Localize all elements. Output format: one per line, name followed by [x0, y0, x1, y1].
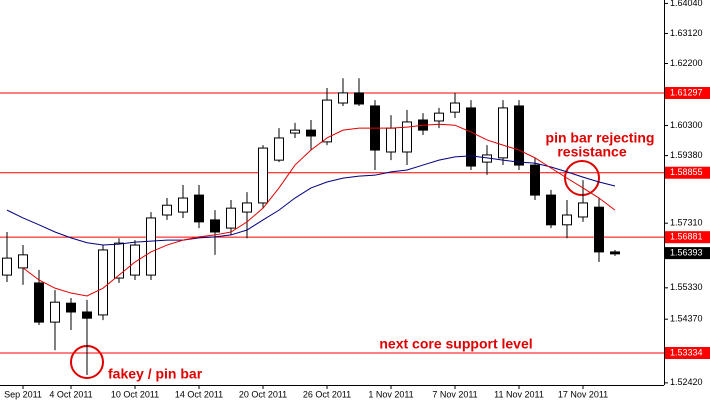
x-tick-label: 1 Nov 2011 [368, 389, 413, 399]
x-tick-label: 14 Oct 2011 [175, 389, 223, 399]
highlight-circle [564, 160, 600, 196]
candle-body [322, 99, 332, 143]
y-tick-label: 1.55330 [670, 282, 703, 292]
candle-body [386, 127, 396, 153]
candle-body [450, 102, 460, 113]
candle-body [226, 207, 236, 229]
candle-body [434, 112, 444, 122]
candle-body [258, 147, 268, 204]
candle-body [2, 257, 12, 276]
annotation: pin bar rejecting [546, 130, 655, 146]
candle-body [514, 105, 524, 166]
y-tick-label: 1.54370 [670, 314, 703, 324]
x-tick-label: 26 Oct 2011 [303, 389, 351, 399]
candle-body [242, 202, 252, 213]
x-tick-label: 10 Oct 2011 [111, 389, 159, 399]
candle-body [114, 242, 124, 279]
candle-body [50, 301, 60, 323]
price-label: 1.56393 [670, 247, 703, 257]
price-label-box [665, 247, 710, 260]
candle-body [290, 129, 300, 134]
candle-body [610, 251, 620, 255]
level-label: 1.61297 [670, 87, 703, 97]
candle-body [530, 164, 540, 196]
candle-body [546, 194, 556, 226]
candle-body [562, 214, 572, 226]
candle-body [162, 204, 172, 216]
candle-body [466, 107, 476, 167]
candle-body [578, 202, 588, 218]
y-tick-label: 1.60300 [670, 120, 703, 130]
level-label: 1.53334 [670, 347, 703, 357]
level-label: 1.58855 [670, 167, 703, 177]
moving-average [22, 123, 616, 297]
y-tick-label: 1.52420 [670, 377, 703, 387]
level-label-box [665, 86, 710, 99]
y-tick-label: 1.57310 [670, 218, 703, 228]
level-label-box [665, 231, 710, 244]
x-tick-label: 4 Oct 2011 [49, 389, 92, 399]
candle-body [210, 219, 220, 233]
candle-body [498, 107, 508, 159]
candle-body [338, 92, 348, 104]
candle-body [594, 206, 604, 253]
candle-body [82, 311, 92, 319]
level-label-box [665, 166, 710, 179]
y-tick-label: 1.63120 [670, 28, 703, 38]
candle-body [66, 302, 76, 313]
candle-body [402, 121, 412, 153]
x-tick-label: 7 Nov 2011 [432, 389, 477, 399]
x-tick-label: 17 Nov 2011 [558, 389, 608, 399]
moving-average [6, 155, 616, 246]
candle-body [98, 249, 108, 316]
level-label-box [665, 347, 710, 360]
y-tick-label: 1.59380 [670, 150, 703, 160]
candle-body [178, 197, 188, 213]
x-tick-label: 20 Oct 2011 [239, 389, 287, 399]
annotation: resistance [557, 144, 626, 160]
candle-body [194, 194, 204, 223]
candle-body [18, 254, 28, 269]
x-tick-label: Sep 2011 [4, 389, 42, 399]
candle-body [34, 282, 44, 323]
candle-body [306, 129, 316, 137]
x-tick-label: 11 Nov 2011 [494, 389, 544, 399]
annotation: next core support level [379, 336, 532, 352]
y-tick-label: 1.62200 [670, 58, 703, 68]
candle-body [130, 244, 140, 276]
candle-body [354, 92, 364, 105]
candle-body [274, 137, 284, 161]
candle-body [146, 217, 156, 276]
y-tick-label: 1.64040 [670, 0, 703, 8]
annotation: fakey / pin bar [108, 366, 203, 382]
level-label: 1.56881 [670, 232, 703, 242]
